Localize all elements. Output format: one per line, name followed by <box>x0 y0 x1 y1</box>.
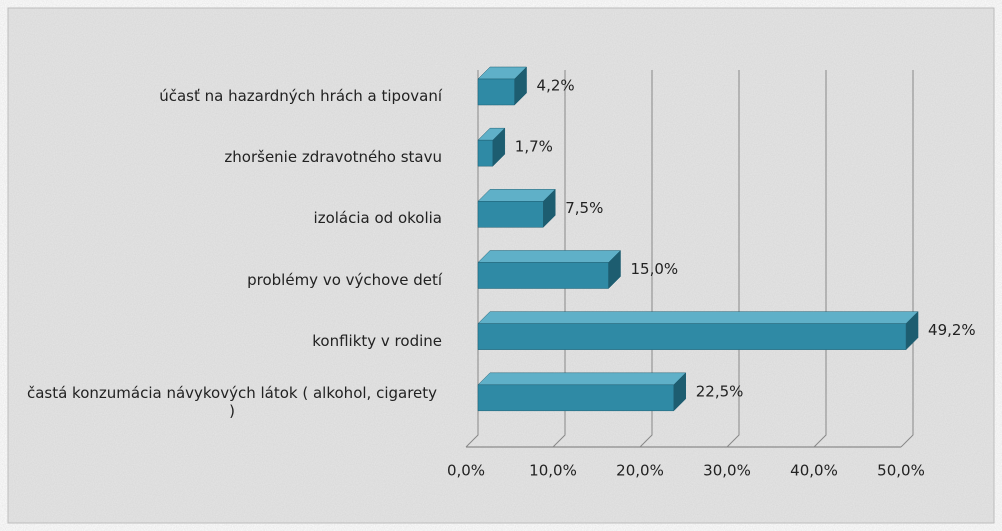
value-label: 15,0% <box>631 260 679 278</box>
bar-top <box>477 189 556 202</box>
value-label: 7,5% <box>565 199 603 217</box>
bar-front <box>477 201 544 228</box>
bar <box>477 311 919 351</box>
grid-line <box>726 70 740 448</box>
x-tick-label: 40,0% <box>790 462 838 480</box>
bar <box>477 188 556 228</box>
bar-front <box>477 262 609 289</box>
category-text: častá konzumácia návykových látok ( alko… <box>26 383 438 420</box>
category-text: konflikty v rodine <box>312 331 442 350</box>
grid-line <box>900 70 914 448</box>
bar <box>477 66 528 106</box>
category-label: zhoršenie zdravotného stavu <box>22 148 442 166</box>
category-text: izolácia od okolia <box>313 209 442 228</box>
grid-line <box>639 70 653 448</box>
value-label: 4,2% <box>537 77 575 95</box>
bar <box>477 372 687 412</box>
bar-front <box>477 78 515 106</box>
bar-front <box>477 384 674 412</box>
value-label: 22,5% <box>696 382 744 400</box>
category-text: účasť na hazardných hrách a tipovaní <box>159 87 442 105</box>
bar-top <box>477 311 919 324</box>
bar-top <box>477 250 622 263</box>
category-text: zhoršenie zdravotného stavu <box>224 148 442 167</box>
grid-line <box>813 70 827 448</box>
x-tick-label: 50,0% <box>877 462 925 480</box>
category-label: izolácia od okolia <box>22 209 442 227</box>
x-tick-label: 30,0% <box>703 462 751 480</box>
bar <box>477 127 506 167</box>
category-label: problémy vo výchove detí <box>22 271 442 289</box>
category-label: konflikty v rodine <box>22 332 442 350</box>
x-tick-label: 10,0% <box>529 462 577 480</box>
grid-line <box>552 70 566 448</box>
value-label: 49,2% <box>928 321 976 339</box>
bar-front <box>477 323 907 350</box>
category-label: účasť na hazardných hrách a tipovaní <box>22 87 442 105</box>
category-label: častá konzumácia návykových látok ( alko… <box>22 384 442 420</box>
value-label: 1,7% <box>515 138 553 156</box>
x-tick-label: 0,0% <box>447 462 485 480</box>
grid-line <box>465 70 479 448</box>
category-text: problémy vo výchove detí <box>247 270 442 289</box>
bar <box>477 249 622 290</box>
bar-front <box>477 139 494 167</box>
x-tick-label: 20,0% <box>616 462 664 480</box>
bar-top <box>477 372 687 386</box>
